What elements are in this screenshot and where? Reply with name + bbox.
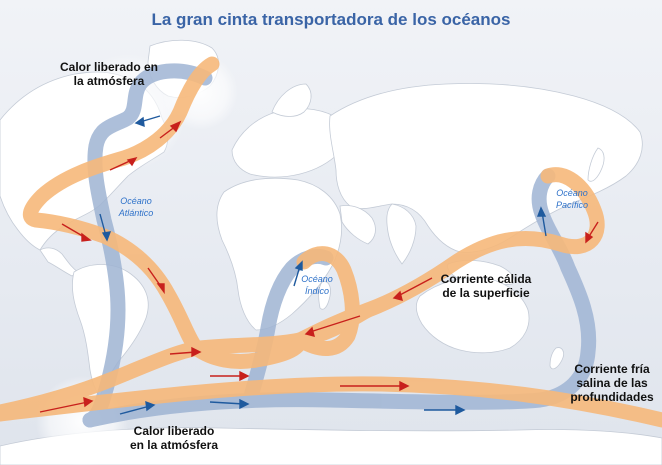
land-scandinavia — [271, 83, 312, 117]
warm-arrow — [309, 315, 361, 333]
land-africa — [216, 177, 342, 331]
warm-current-line-1: Corriente cálida — [440, 272, 532, 286]
cold-arrowhead — [239, 398, 250, 410]
warm-path-africa-tip — [188, 332, 308, 369]
warm-arrowhead — [585, 231, 594, 244]
cold-arrows — [99, 115, 547, 416]
warm-arrowhead — [399, 380, 410, 392]
warm-current-label: Corriente cálida de la superficie — [418, 272, 554, 300]
atlantic-ocean-label: Océano Atlántico — [106, 195, 166, 219]
warm-arrowhead — [126, 156, 138, 167]
heat-release-north-label: Calor liberado en la atmósfera — [46, 60, 172, 88]
pacific-ocean-line-2: Pacífico — [555, 200, 588, 210]
atlantic-ocean-line-2: Atlántico — [118, 208, 154, 218]
warm-arrowhead — [239, 370, 250, 382]
cold-arrowhead — [536, 206, 547, 217]
warm-arrow — [109, 159, 133, 171]
cold-arrowhead — [145, 400, 156, 412]
cold-arrow — [209, 401, 245, 405]
atlantic-ocean-line-1: Océano — [120, 196, 152, 206]
cold-current-line-1: Corriente fría — [574, 362, 650, 376]
land-japan — [587, 147, 605, 182]
map-title: La gran cinta transportadora de los océa… — [151, 10, 511, 29]
land-madagascar — [318, 281, 331, 310]
warm-arrowhead — [83, 396, 94, 408]
warm-path-indian-loop — [292, 246, 360, 356]
heat-release-south-line-2: en la atmósfera — [129, 438, 219, 452]
warm-arrow — [397, 277, 433, 297]
cold-path-southern — [82, 168, 597, 428]
land-arabia — [339, 205, 376, 245]
cold-current-line-3: profundidades — [570, 390, 654, 404]
warm-current-line-2: de la superficie — [442, 286, 530, 300]
warm-path-indian-pacific — [292, 167, 605, 348]
warm-path-north-atlantic — [22, 56, 220, 356]
cold-arrowhead — [455, 404, 466, 416]
heat-release-south-label: Calor liberado en la atmósfera — [114, 424, 234, 452]
pacific-ocean-line-1: Océano — [556, 188, 588, 198]
cold-arrow — [119, 405, 151, 415]
pacific-ocean-label: Océano Pacífico — [546, 187, 598, 211]
warm-arrowhead — [304, 326, 315, 337]
cold-arrowhead — [294, 260, 303, 271]
warm-arrowhead — [81, 232, 92, 242]
indian-ocean-line-1: Océano — [301, 274, 333, 284]
indian-ocean-line-2: Índico — [304, 286, 330, 296]
warm-arrowhead — [392, 290, 403, 301]
indian-ocean-label: Océano Índico — [292, 273, 342, 297]
land-india — [386, 203, 417, 265]
heat-release-north-line-2: la atmósfera — [73, 74, 145, 88]
warm-path-antarctic — [0, 376, 662, 428]
land-central-america — [39, 247, 79, 277]
cold-current-line-2: salina de las — [576, 376, 648, 390]
heat-release-north-line-1: Calor liberado en — [59, 60, 159, 74]
warm-arrowhead — [191, 346, 202, 358]
heat-release-south-line-1: Calor liberado — [133, 424, 215, 438]
warm-arrowhead — [169, 120, 182, 133]
cold-arrowhead — [134, 116, 145, 128]
cold-arrowhead — [101, 231, 112, 242]
land-new-zealand — [549, 347, 564, 370]
cold-current-label: Corriente fría salina de las profundidad… — [564, 362, 660, 404]
warm-arrows — [39, 120, 599, 413]
warm-surface-current — [0, 56, 662, 428]
land-australia — [416, 277, 530, 354]
warm-arrow — [39, 401, 89, 413]
current-arrows — [39, 115, 599, 416]
warm-arrowhead — [156, 283, 165, 295]
